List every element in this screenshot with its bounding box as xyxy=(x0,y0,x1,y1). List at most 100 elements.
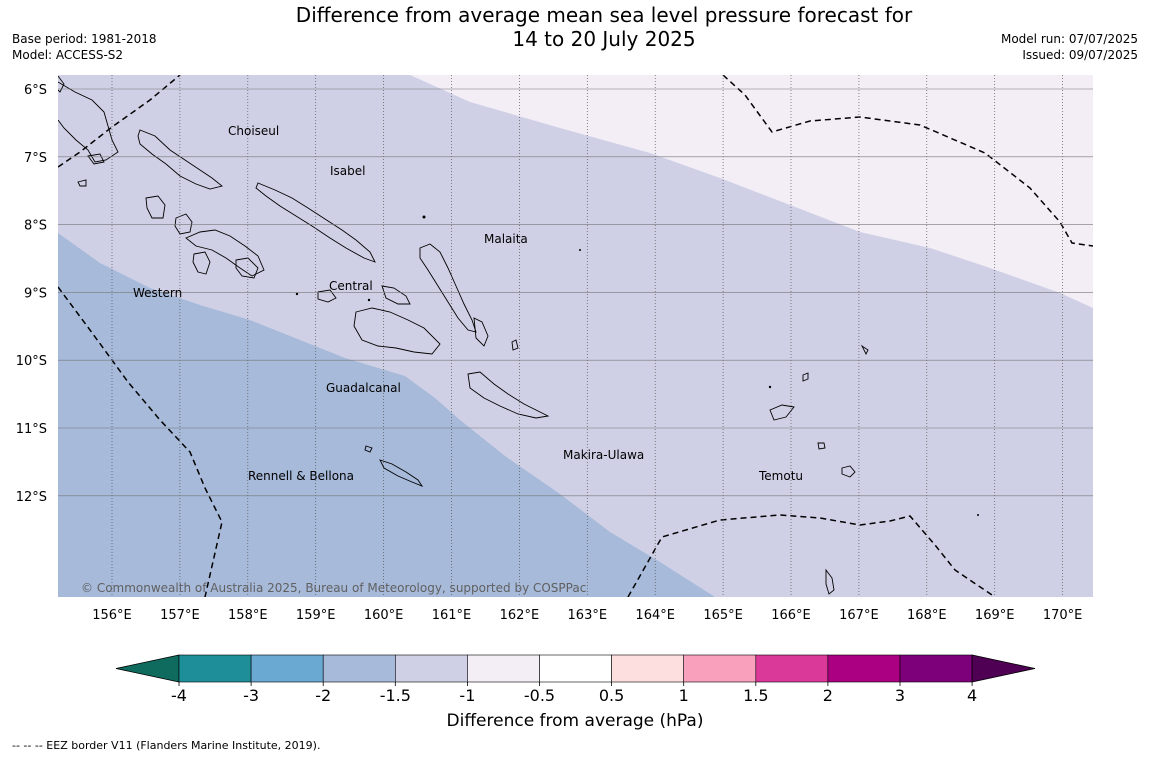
longitude-label: 160°E xyxy=(364,608,404,623)
island-rendova xyxy=(192,251,211,275)
colorbar-segment xyxy=(755,654,829,683)
colorbar-tick-label: 1.5 xyxy=(743,686,768,705)
map-title: Difference from average mean sea level p… xyxy=(0,3,1150,51)
island-duff xyxy=(860,344,869,356)
colorbar-tick-label: -2 xyxy=(315,686,331,705)
longitude-label: 157°E xyxy=(160,608,200,623)
label-central: Central xyxy=(329,279,373,293)
island-vella-lavella xyxy=(145,195,166,219)
band-minus1-minus0p5 xyxy=(410,75,1093,308)
issued-date: Issued: 09/07/2025 xyxy=(1022,48,1138,62)
island-russell xyxy=(317,289,337,303)
base-period: Base period: 1981-2018 xyxy=(12,32,157,46)
colorbar-title: Difference from average (hPa) xyxy=(447,711,704,731)
label-rennell-bellona: Rennell & Bellona xyxy=(248,469,354,483)
title-line-2: 14 to 20 July 2025 xyxy=(512,27,696,51)
island-vanikoro xyxy=(841,465,856,478)
band-minus2-minus1p5 xyxy=(58,233,715,597)
colorbar-tick-label: 1 xyxy=(679,686,689,705)
longitude-label: 159°E xyxy=(296,608,336,623)
gridlines xyxy=(58,75,1093,597)
longitude-label: 165°E xyxy=(703,608,743,623)
island-bougainville xyxy=(58,81,119,163)
meta-left: Base period: 1981-2018 Model: ACCESS-S2 xyxy=(12,31,157,63)
longitude-label: 158°E xyxy=(228,608,268,623)
small-islands xyxy=(295,215,979,516)
colorbar-segment xyxy=(539,654,612,683)
island-isabel xyxy=(255,182,376,263)
island-florida xyxy=(381,285,411,305)
longitude-label: 161°E xyxy=(432,608,472,623)
latitude-label: 11°S xyxy=(16,422,47,437)
island-new-georgia xyxy=(185,229,265,277)
label-western: Western xyxy=(133,286,182,300)
latitude-label: 10°S xyxy=(16,354,47,369)
island-treasury xyxy=(77,179,87,187)
colorbar-segment xyxy=(467,654,540,683)
colorbar-tick-label: 2 xyxy=(823,686,833,705)
colorbar-segment xyxy=(611,654,684,683)
longitude-label: 163°E xyxy=(568,608,608,623)
eez-borders xyxy=(58,75,1093,597)
label-choiseul: Choiseul xyxy=(228,124,279,138)
island-buka xyxy=(58,75,65,93)
model-name: Model: ACCESS-S2 xyxy=(12,48,124,62)
island-anuta xyxy=(825,568,835,595)
island-ulawa xyxy=(511,339,519,351)
colorbar-extend-high xyxy=(971,654,1036,683)
longitude-label: 162°E xyxy=(500,608,540,623)
island-small-malaita xyxy=(473,317,489,347)
island-reef-islands xyxy=(802,372,809,382)
longitude-label: 167°E xyxy=(839,608,879,623)
longitude-labels: 156°E 157°E 158°E 159°E 160°E 161°E 162°E 163°E… xyxy=(92,608,1082,623)
colorbar-tick-label: -4 xyxy=(171,686,187,705)
label-malaita: Malaita xyxy=(484,232,528,246)
place-labels: Choiseul Isabel Malaita Western Central … xyxy=(133,124,803,483)
colorbar-tick-label: 0.5 xyxy=(599,686,624,705)
colorbar-tick-label: -1.5 xyxy=(380,686,411,705)
colorbar-tick-label: -1 xyxy=(459,686,475,705)
latitude-labels: 6°S 7°S 8°S 9°S 10°S 11°S 12°S xyxy=(16,83,47,505)
latitude-label: 12°S xyxy=(16,490,47,505)
colorbar-segment xyxy=(827,654,901,683)
latitude-label: 8°S xyxy=(24,219,47,234)
copyright-notice: © Commonwealth of Australia 2025, Bureau… xyxy=(81,581,586,595)
latitude-label: 6°S xyxy=(24,83,47,98)
longitude-label: 168°E xyxy=(907,608,947,623)
longitude-label: 164°E xyxy=(635,608,675,623)
eez-footnote: -- -- -- EEZ border V11 (Flanders Marine… xyxy=(12,739,321,752)
longitude-label: 166°E xyxy=(771,608,811,623)
colorbar-tick-label: -0.5 xyxy=(524,686,555,705)
colorbar-extend-low xyxy=(115,654,180,683)
island-santa-cruz xyxy=(769,404,795,421)
title-line-1: Difference from average mean sea level p… xyxy=(295,3,913,27)
island-shortland xyxy=(87,153,105,165)
island-makira xyxy=(467,371,550,419)
island-malaita xyxy=(419,243,477,333)
label-makira-ulawa: Makira-Ulawa xyxy=(563,448,644,462)
colorbar-segment xyxy=(899,654,973,683)
island-rennell xyxy=(379,459,424,487)
map-panel: Choiseul Isabel Malaita Western Central … xyxy=(58,75,1093,597)
latitude-label: 7°S xyxy=(24,151,47,166)
colorbar-segment xyxy=(178,654,252,683)
coastlines xyxy=(58,75,869,595)
island-guadalcanal xyxy=(353,307,441,355)
model-run: Model run: 07/07/2025 xyxy=(1000,32,1138,46)
colorbar-tick-label: 4 xyxy=(967,686,977,705)
island-kolombangara xyxy=(174,213,193,235)
label-isabel: Isabel xyxy=(330,164,365,178)
colorbar-segment xyxy=(683,654,757,683)
latitude-label: 9°S xyxy=(24,286,47,301)
colorbar-segment xyxy=(322,654,396,683)
island-choiseul xyxy=(137,129,223,190)
longitude-label: 156°E xyxy=(92,608,132,623)
island-bellona xyxy=(364,445,373,453)
colorbar-segment xyxy=(394,654,468,683)
colorbar-segment xyxy=(250,654,324,683)
colorbar: -4 -3 -2 -1.5 -1 -0.5 0.5 1 1.5 2 3 4 xyxy=(115,654,1036,705)
colorbar-tick-label: -3 xyxy=(243,686,259,705)
longitude-label: 170°E xyxy=(1043,608,1083,623)
island-utupua xyxy=(817,442,826,450)
